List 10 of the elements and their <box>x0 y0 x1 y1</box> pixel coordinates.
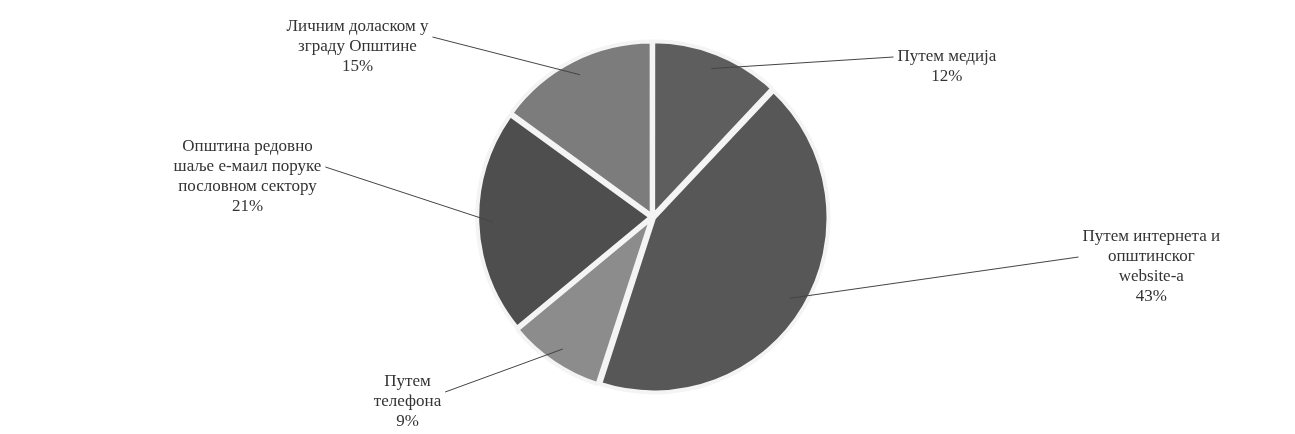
slice-label: Путем интернета и општинског website-a <box>1082 226 1221 286</box>
data-label: 43% <box>1135 286 1167 306</box>
slice-label: Општина редовно шаље е-маил поруке пословном сектору <box>173 136 322 196</box>
slice-label: Путем телефона <box>373 371 442 411</box>
data-label: 12% <box>931 66 963 86</box>
slice-label: Путем медија <box>897 46 997 66</box>
data-label: 21% <box>231 196 264 216</box>
data-label: 15% <box>341 56 374 76</box>
slice-label: Личним доласком у зграду Општине <box>286 16 429 56</box>
data-label: 9% <box>396 411 419 431</box>
